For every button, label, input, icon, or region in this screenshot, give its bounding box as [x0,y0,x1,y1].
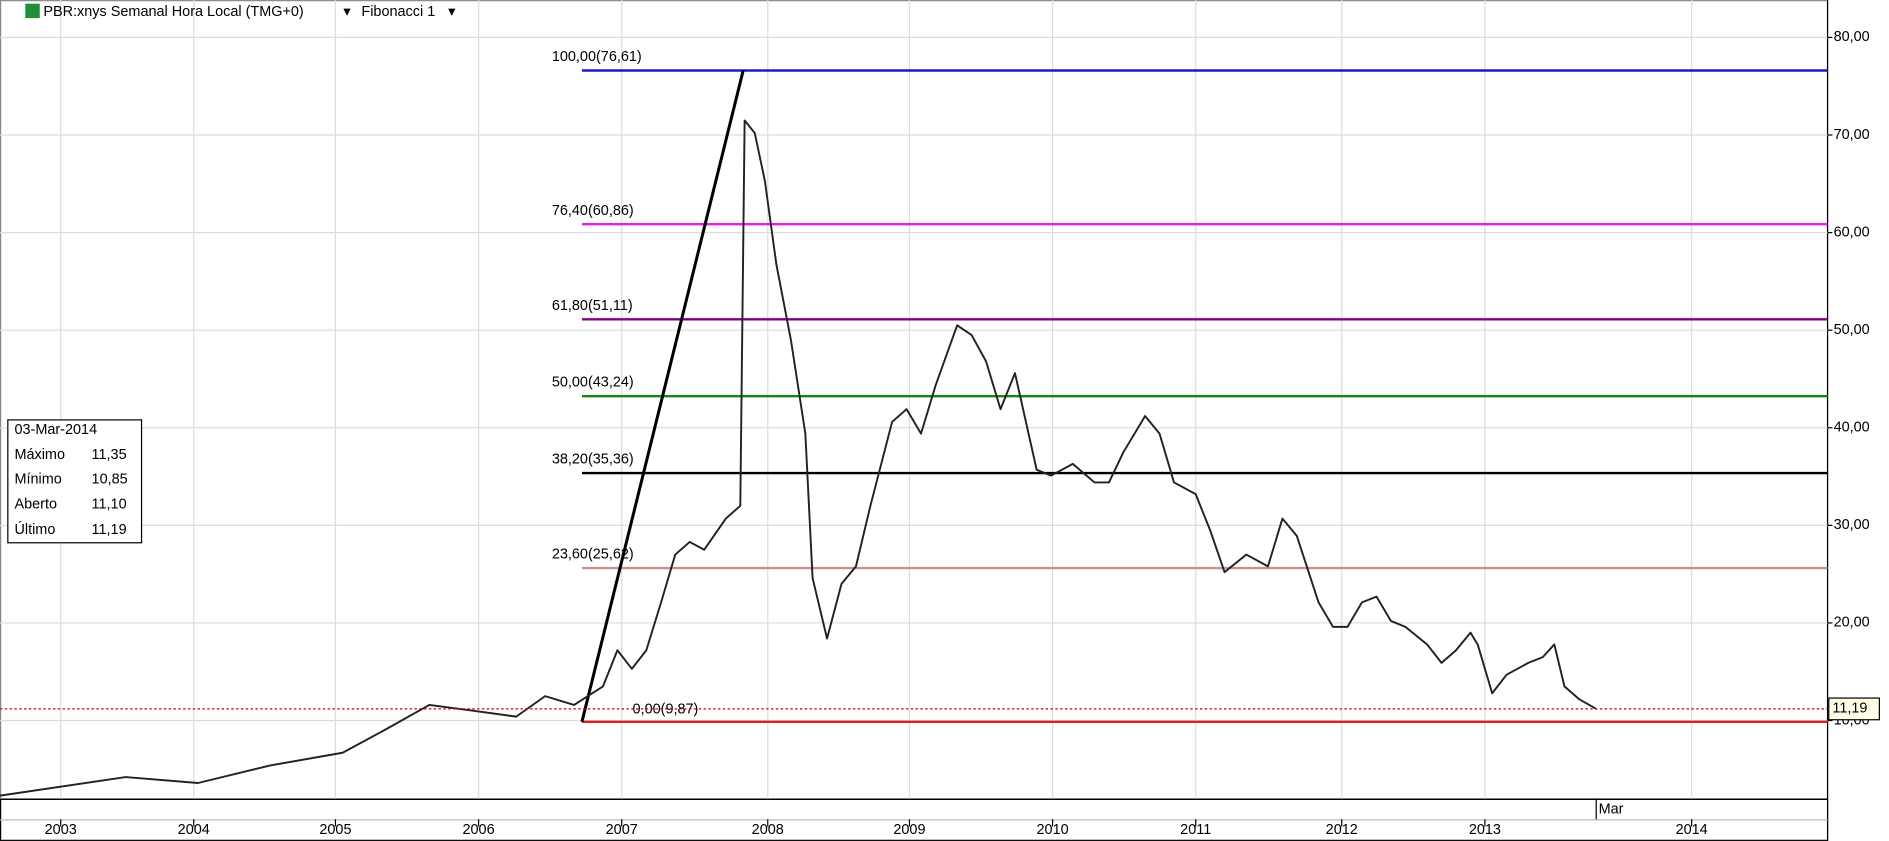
price-line [0,119,1597,797]
info-box: 03-Mar-2014 Máximo 11,35 Mínimo 10,85 Ab… [7,419,143,544]
fib-level-label: 76,40(60,86) [552,203,634,219]
info-value: 11,19 [92,522,127,538]
dropdown-arrow[interactable]: ▾ [448,4,455,20]
info-box-frame [7,419,143,544]
dropdown-arrow[interactable]: ▾ [343,4,350,20]
month-tick-label: Mar [1599,801,1624,817]
info-label: Aberto [14,497,57,513]
y-tick-label: 40,00 [1834,420,1870,436]
info-date: 03-Mar-2014 [14,422,97,438]
symbol-icon [25,3,40,19]
x-tick-label: 2011 [1180,822,1211,838]
fib-level-label: 38,20(35,36) [552,452,634,468]
x-tick-label: 2008 [752,822,784,838]
study-name[interactable]: Fibonacci 1 [361,4,435,20]
x-tick-label: 2014 [1676,822,1708,838]
x-tick-label: 2007 [606,822,638,838]
marks: 100,00(76,61) 76,40(60,86) 61,80(51,11) 50,… [0,49,1828,797]
info-value: 11,10 [92,497,127,513]
fib-level-label: 23,60(25,62) [552,547,634,563]
fib-level-label: 50,00(43,24) [552,375,634,391]
current-price-box [1828,697,1880,721]
x-tick-label: 2003 [45,822,77,838]
fib-level-label: 0,00(9,87) [633,702,699,718]
info-value: 11,35 [92,447,127,463]
x-tick-label: 2005 [319,822,351,838]
y-tick-label: 60,00 [1834,224,1870,240]
info-label: Mínimo [14,471,61,487]
y-tick-label: 30,00 [1834,517,1870,533]
info-value: 10,85 [92,471,128,487]
x-tick-label: 2006 [463,822,495,838]
chart-title: PBR:xnys Semanal Hora Local (TMG+0) [43,4,303,20]
x-tick-label: 2013 [1469,822,1501,838]
y-tick-label: 70,00 [1834,127,1870,143]
info-label: Máximo [14,447,65,463]
x-tick-label: 2010 [1037,822,1069,838]
current-price-label: 11,19 [1832,701,1867,717]
info-label: Último [14,521,55,538]
fib-level-label: 100,00(76,61) [552,49,642,65]
grid [0,0,1828,799]
x-tick-label: 2004 [178,822,210,838]
x-tick-label: 2009 [893,822,925,838]
fib-level-label: 61,80(51,11) [552,298,633,314]
y-tick-label: 20,00 [1834,615,1870,631]
fib-trend-line [580,70,745,723]
x-tick-label: 2012 [1326,822,1358,838]
y-tick-label: 80,00 [1834,29,1870,45]
y-tick-label: 50,00 [1834,322,1870,338]
